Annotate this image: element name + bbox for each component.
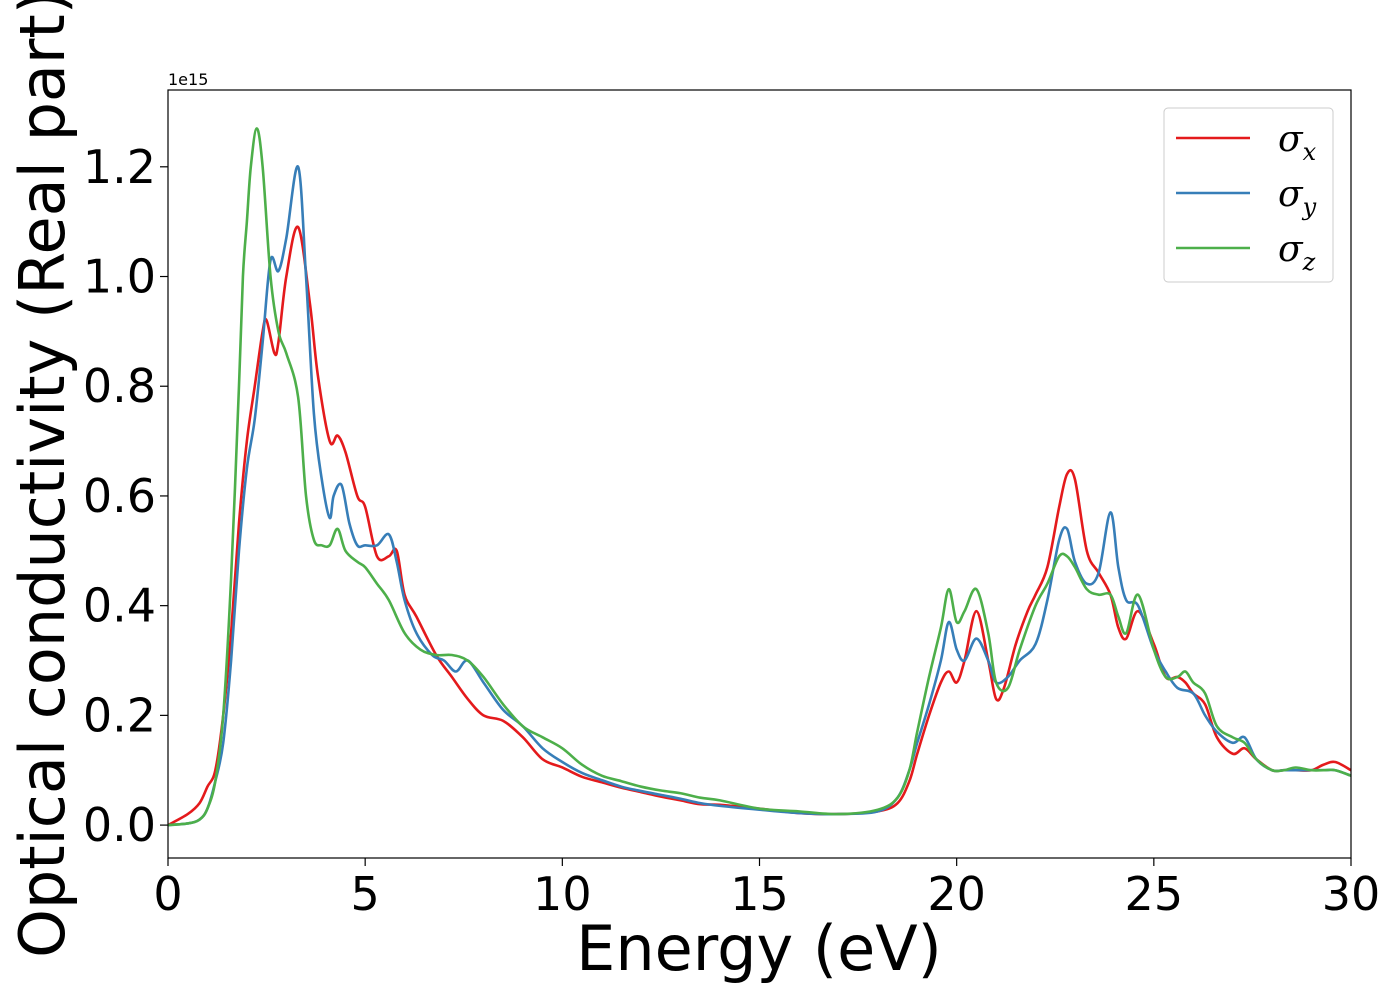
y-tick-label: 0.2 [83,688,156,742]
legend-box [1163,107,1334,283]
y-tick-label: 0.8 [83,359,156,413]
legend-subscript: z [1302,248,1316,276]
legend-label-y: σy [1278,174,1317,221]
legend-label-z: σz [1278,229,1316,276]
x-tick-label: 20 [927,867,986,921]
x-tick-label: 25 [1125,867,1184,921]
y-tick-label: 1.0 [83,250,156,304]
y-tick-label: 1.2 [83,140,156,194]
x-axis-title: Energy (eV) [576,912,942,985]
legend-label-x: σx [1278,119,1317,166]
x-tick-label: 15 [730,867,789,921]
legend-symbol: σ [1278,119,1304,160]
y-offset-label: 1e15 [168,70,208,89]
y-axis-title: Optical conductivity (Real part) [6,0,79,958]
y-axis-ticks: 0.0 0.2 0.4 0.6 0.8 1.0 1.2 [83,140,168,852]
x-tick-label: 5 [351,867,380,921]
x-tick-label: 0 [153,867,182,921]
x-axis-ticks: 0 5 10 15 20 25 30 [153,858,1380,921]
y-tick-label: 0.0 [83,798,156,852]
y-tick-label: 0.4 [83,579,156,633]
legend-symbol: σ [1278,174,1304,215]
legend-subscript: x [1303,138,1317,166]
x-tick-label: 10 [533,867,592,921]
series-line-z [168,127,1351,827]
legend-symbol: σ [1278,229,1304,270]
series-layer [168,127,1351,827]
y-tick-label: 0.6 [83,469,156,523]
x-tick-label: 30 [1322,867,1381,921]
legend-subscript: y [1302,193,1317,221]
